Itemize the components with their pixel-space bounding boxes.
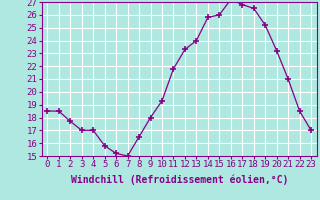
X-axis label: Windchill (Refroidissement éolien,°C): Windchill (Refroidissement éolien,°C) — [70, 175, 288, 185]
